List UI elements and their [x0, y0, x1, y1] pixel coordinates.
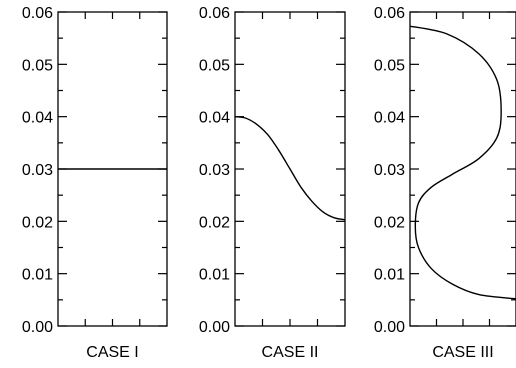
y-tick-label: 0.00: [374, 319, 405, 336]
panel-case-3: 0.00 0.01 0.02 0.03 0.04 0.05 0.06 CASE III: [374, 5, 516, 361]
y-tick-label: 0.00: [22, 319, 53, 336]
x-axis-label: CASE I: [86, 344, 138, 361]
y-tick-label: 0.00: [199, 319, 230, 336]
y-tick-label: 0.05: [374, 57, 405, 74]
y-tick-label: 0.02: [199, 214, 230, 231]
y-tick-label: 0.01: [199, 267, 230, 284]
y-tick-label: 0.05: [22, 57, 53, 74]
y-tick-label: 0.06: [374, 5, 405, 22]
y-tick-label: 0.02: [374, 214, 405, 231]
y-tick-label: 0.02: [22, 214, 53, 231]
x-axis-label: CASE II: [262, 344, 319, 361]
y-tick-label: 0.03: [199, 162, 230, 179]
y-tick-label: 0.05: [199, 57, 230, 74]
series-line: [234, 115, 346, 221]
y-tick-label: 0.06: [199, 5, 230, 22]
y-tick-label: 0.01: [22, 267, 53, 284]
y-tick-label: 0.04: [199, 110, 230, 127]
x-axis-label: CASE III: [432, 344, 493, 361]
y-tick-label: 0.01: [374, 267, 405, 284]
panel-case-2: 0.00 0.01 0.02 0.03 0.04 0.05 0.06 CASE II: [199, 5, 346, 361]
y-tick-label: 0.03: [22, 162, 53, 179]
y-tick-label: 0.03: [374, 162, 405, 179]
panel-case-1: 0.00 0.01 0.02 0.03 0.04 0.05 0.06 CASE I: [22, 5, 168, 361]
y-tick-label: 0.06: [22, 5, 53, 22]
series-line: [409, 25, 516, 300]
y-tick-label: 0.04: [22, 110, 53, 127]
y-tick-label: 0.04: [374, 110, 405, 127]
